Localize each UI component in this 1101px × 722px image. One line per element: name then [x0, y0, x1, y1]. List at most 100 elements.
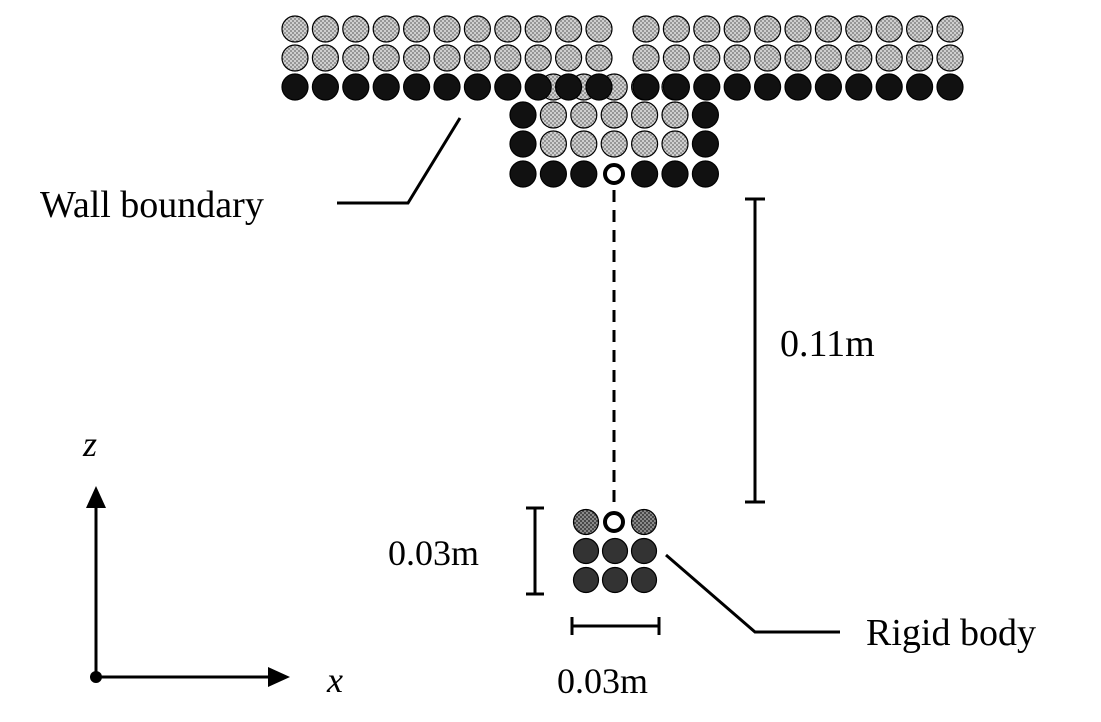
fluid-particle	[342, 44, 370, 72]
wall-particle	[342, 73, 370, 101]
wall-particle	[509, 101, 537, 129]
wall-particle	[936, 73, 964, 101]
axes	[86, 486, 290, 687]
wall-particle	[693, 73, 721, 101]
fluid-particle	[311, 15, 339, 43]
wall-particle	[372, 73, 400, 101]
fluid-particle	[661, 130, 689, 158]
rigid-body-particles	[572, 508, 658, 594]
fluid-particle	[600, 130, 628, 158]
wall-boundary-leader	[337, 117, 462, 205]
wall-particle	[494, 73, 522, 101]
axis-origin	[90, 671, 102, 683]
wall-particle	[661, 160, 689, 188]
fluid-particle	[342, 15, 370, 43]
wall-particle	[630, 160, 659, 188]
fluid-particle	[554, 44, 583, 72]
fluid-particle	[311, 44, 339, 72]
wall-particle	[691, 101, 720, 129]
fluid-particle	[433, 44, 461, 72]
fluid-particle	[281, 15, 309, 43]
x-axis-arrowhead	[268, 667, 290, 687]
body-width-label: 0.03m	[557, 661, 648, 701]
fluid-particle	[524, 44, 552, 72]
fluid-particle	[845, 44, 873, 72]
z-axis-arrowhead	[86, 486, 106, 508]
fluid-particle	[662, 44, 691, 72]
rigid-body-label: Rigid body	[866, 612, 1036, 654]
rigid-body-particle	[630, 537, 658, 565]
fluid-particle	[875, 15, 903, 43]
wall-particle	[570, 160, 598, 188]
wall-particle	[509, 130, 537, 158]
fluid-particle	[693, 15, 721, 43]
rigid-body-particle	[630, 508, 658, 536]
wall-particle	[784, 73, 812, 101]
wall-particle	[509, 160, 537, 188]
wall-particle	[723, 73, 751, 101]
fluid-particle	[630, 101, 659, 129]
wall-boundary-particles	[281, 73, 964, 188]
wall-particle	[691, 130, 720, 158]
fluid-particle	[630, 130, 659, 158]
fluid-particle	[494, 44, 522, 72]
fluid-particle	[494, 15, 522, 43]
fluid-particle	[403, 15, 431, 43]
fluid-particle	[845, 15, 873, 43]
fluid-particle	[723, 44, 751, 72]
fluid-particle	[539, 101, 568, 129]
fluid-particle	[662, 15, 691, 43]
rigid-body-particle	[601, 566, 629, 594]
fluid-particle	[784, 15, 812, 43]
rigid-body-particle	[572, 537, 600, 565]
fluid-particle	[372, 44, 400, 72]
fluid-particle	[281, 44, 309, 72]
fluid-particle	[632, 15, 660, 43]
wall-particle	[632, 73, 660, 101]
wall-particle	[691, 160, 720, 188]
fluid-particle	[600, 101, 628, 129]
rigid-body-leader	[665, 553, 840, 634]
fluid-particle	[814, 15, 843, 43]
wall-particle	[554, 73, 583, 101]
height-gap-label: 0.11m	[780, 323, 875, 365]
fluid-particle	[875, 44, 903, 72]
fluid-particle	[554, 15, 583, 43]
fluid-particle	[433, 15, 461, 43]
wall-particle	[433, 73, 461, 101]
fluid-particle	[372, 15, 400, 43]
body-width-dimension	[570, 617, 661, 635]
wall-particle	[311, 73, 339, 101]
body-height-label: 0.03m	[388, 533, 479, 573]
rigid-body-particle	[572, 566, 600, 594]
fluid-particle	[632, 44, 660, 72]
fluid-particle	[936, 44, 964, 72]
fluid-particle	[585, 15, 613, 43]
fluid-particle	[723, 15, 751, 43]
body-height-dimension	[526, 506, 544, 596]
fluid-particle	[905, 15, 934, 43]
fluid-particle	[753, 15, 782, 43]
fluid-particle	[539, 130, 568, 158]
rigid-body-particle	[601, 537, 629, 565]
fluid-particle	[905, 44, 934, 72]
fluid-particle	[463, 15, 491, 43]
z-axis-label: z	[82, 424, 97, 464]
fluid-particle	[814, 44, 843, 72]
fluid-particle	[570, 130, 598, 158]
x-axis-label: x	[326, 660, 343, 700]
rigid-body-particle	[572, 508, 600, 536]
rigid-body-particle	[630, 566, 658, 594]
fluid-particle	[693, 44, 721, 72]
body-anchor-marker	[603, 511, 625, 533]
wall-particle	[463, 73, 491, 101]
fluid-particle	[585, 44, 613, 72]
wall-particle	[524, 73, 552, 101]
fluid-particle	[403, 44, 431, 72]
wall-particle	[845, 73, 873, 101]
wall-particle	[662, 73, 691, 101]
fluid-particle	[661, 101, 689, 129]
fluid-particle	[784, 44, 812, 72]
wall-particle	[281, 73, 309, 101]
fluid-particle	[524, 15, 552, 43]
